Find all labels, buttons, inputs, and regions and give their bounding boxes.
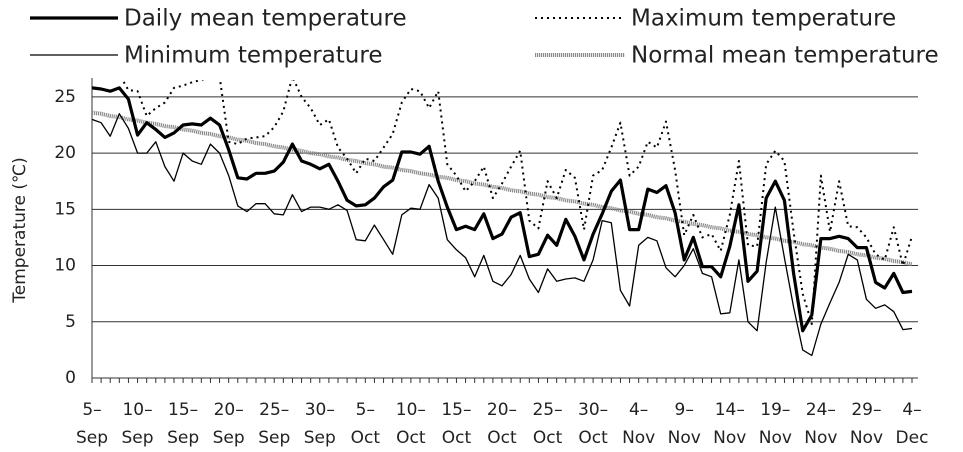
legend-label: Normal mean temperature [631, 43, 939, 69]
y-tick-label: 0 [65, 368, 76, 388]
x-tick-label: 30– Sep [303, 400, 336, 448]
x-tick-label: 25– Sep [258, 400, 291, 448]
x-tick-label: 10– Oct [395, 400, 426, 448]
x-tick-label: 20– Oct [486, 400, 518, 448]
legend-label: Daily mean temperature [124, 6, 407, 32]
x-tick-label: 30– Oct [578, 400, 609, 448]
y-tick-label: 15 [54, 199, 76, 219]
x-tick-label: 29– Nov [849, 400, 884, 448]
series-line [92, 113, 913, 357]
x-tick-label: 5– Oct [350, 400, 381, 448]
plot-lines [92, 80, 913, 357]
x-tick-label: 4– Dec [895, 400, 929, 448]
x-tick-label: 5– Sep [75, 400, 109, 448]
x-tick-label: 10– Sep [121, 400, 154, 448]
x-tick-label: 15– Sep [167, 400, 200, 448]
y-tick-label: 5 [65, 312, 76, 332]
x-tick-label: 25– Oct [532, 400, 563, 448]
series-line [92, 86, 913, 333]
x-tick-label: 24– Nov [804, 400, 838, 448]
legend-label: Maximum temperature [631, 6, 896, 32]
y-tick-label: 20 [54, 143, 76, 163]
x-tick-label: 20– Sep [212, 400, 245, 448]
y-tick-label: 10 [54, 256, 76, 276]
x-tick-label: 9– Nov [667, 400, 701, 448]
x-tick-label: 4– Nov [622, 400, 656, 448]
x-tick-label: 15– Oct [441, 400, 472, 448]
x-tick-label: 19– Nov [758, 400, 792, 448]
y-tick-label: 25 [54, 87, 76, 107]
x-tick-label: 14– Nov [713, 400, 747, 448]
legend-label: Minimum temperature [124, 43, 382, 69]
series-line [121, 80, 913, 325]
y-axis-label: Temperature (℃) [10, 157, 30, 303]
